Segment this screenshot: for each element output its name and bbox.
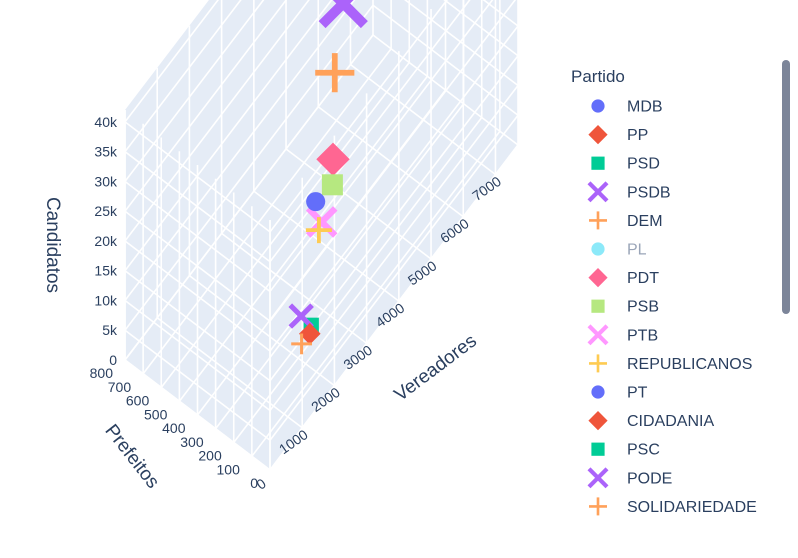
z-tick-label: 10k	[94, 292, 118, 308]
legend-item-mdb[interactable]: MDB	[591, 99, 663, 116]
legend-marker-pode	[587, 467, 609, 489]
legend-symbol	[591, 299, 605, 313]
legend-item-pl[interactable]: PL	[591, 242, 647, 259]
y-tick-label: 300	[180, 434, 204, 450]
legend-symbol	[591, 156, 605, 170]
legend-label: PT	[627, 385, 648, 402]
legend-symbol	[591, 442, 605, 456]
legend-symbol	[591, 242, 605, 256]
legend-symbol	[591, 385, 605, 399]
legend-symbol	[591, 99, 605, 113]
legend-title: Partido	[571, 67, 625, 86]
z-axis-title: Candidatos	[42, 197, 63, 293]
y-tick-label: 600	[126, 393, 150, 409]
legend-marker-solidariedade	[589, 497, 607, 516]
legend-label: REPUBLICANOS	[627, 356, 752, 373]
legend-symbol	[588, 411, 608, 431]
marker-pode	[288, 303, 314, 329]
legend-marker-pt	[591, 385, 605, 399]
legend-label: PDT	[627, 270, 659, 287]
legend-label: CIDADANIA	[627, 413, 714, 430]
marker-psdb	[318, 0, 368, 29]
legend-item-dem[interactable]: DEM	[589, 211, 663, 230]
legend-item-ptb[interactable]: PTB	[587, 324, 658, 346]
legend-label: DEM	[627, 213, 663, 230]
legend-label: PTB	[627, 327, 658, 344]
legend-symbol	[588, 125, 608, 145]
z-tick-label: 25k	[94, 203, 118, 219]
legend-marker-psb	[591, 299, 605, 313]
z-tick-label: 40k	[94, 114, 118, 130]
gridlines	[124, 0, 519, 471]
legend-item-pdt[interactable]: PDT	[588, 268, 659, 288]
y-tick-label: 0	[250, 475, 258, 491]
z-tick-label: 20k	[94, 233, 118, 249]
z-tick-label: 35k	[94, 144, 118, 160]
legend-item-pt[interactable]: PT	[591, 385, 648, 402]
legend-marker-psc	[591, 442, 605, 456]
legend-label: PODE	[627, 470, 672, 487]
z-tick-label: 15k	[94, 263, 118, 279]
legend-item-psb[interactable]: PSB	[591, 299, 659, 316]
legend-item-solidariedade[interactable]: SOLIDARIEDADE	[589, 497, 757, 516]
legend-label: SOLIDARIEDADE	[627, 499, 757, 516]
legend-marker-pp	[588, 125, 608, 145]
legend-label: PSB	[627, 299, 659, 316]
legend-symbol	[589, 211, 607, 230]
marker-dem	[315, 53, 355, 93]
data-points	[288, 0, 368, 355]
legend-item-psc[interactable]: PSC	[591, 442, 660, 459]
legend-marker-ptb	[587, 324, 609, 346]
legend-scrollbar[interactable]	[782, 60, 790, 314]
legend-symbol	[588, 268, 608, 288]
z-tick-label: 0	[109, 352, 117, 368]
legend-marker-dem	[589, 211, 607, 230]
legend-item-pp[interactable]: PP	[588, 125, 648, 145]
legend-symbol	[587, 324, 609, 346]
legend-marker-pdt	[588, 268, 608, 288]
marker-psb	[321, 174, 343, 196]
legend-marker-mdb	[591, 99, 605, 113]
legend-marker-cidadania	[588, 411, 608, 431]
scene-3d[interactable]: 0100020003000400050006000700001002003004…	[42, 0, 519, 493]
z-tick-label: 30k	[94, 173, 118, 189]
legend-marker-pl	[591, 242, 605, 256]
marker-pt	[306, 192, 326, 212]
legend-label: PL	[627, 242, 647, 259]
y-tick-label: 400	[162, 420, 186, 436]
legend-marker-psdb	[587, 181, 609, 203]
y-tick-label: 100	[217, 461, 241, 477]
legend-symbol	[589, 354, 607, 373]
legend-item-psdb[interactable]: PSDB	[587, 181, 671, 203]
y-tick-label: 700	[108, 379, 132, 395]
marker-cidadania	[299, 323, 321, 345]
marker-solidariedade	[291, 333, 312, 355]
y-tick-label: 500	[144, 406, 168, 422]
legend-symbol	[587, 181, 609, 203]
legend-marker-republicanos	[589, 354, 607, 373]
legend-item-cidadania[interactable]: CIDADANIA	[588, 411, 714, 431]
legend-label: PSD	[627, 156, 660, 173]
legend-item-psd[interactable]: PSD	[591, 156, 660, 173]
legend-label: PSC	[627, 442, 660, 459]
legend-item-republicanos[interactable]: REPUBLICANOS	[589, 354, 752, 373]
y-tick-label: 800	[90, 365, 114, 381]
legend-label: PSDB	[627, 184, 671, 201]
z-tick-label: 5k	[102, 322, 118, 338]
marker-republicanos	[305, 217, 332, 244]
y-axis-title: Prefeitos	[100, 421, 163, 493]
marker-pdt	[316, 142, 350, 176]
legend-label: PP	[627, 127, 648, 144]
x-axis-title: Vereadores	[391, 330, 481, 405]
legend-symbol	[589, 497, 607, 516]
legend-symbol	[587, 467, 609, 489]
y-tick-label: 200	[198, 448, 222, 464]
legend-item-pode[interactable]: PODE	[587, 467, 672, 489]
legend-marker-psd	[591, 156, 605, 170]
legend-label: MDB	[627, 99, 663, 116]
z-axis-ticks: 0 5k 10k 15k 20k 25k 30k 35k 40k	[94, 114, 118, 368]
